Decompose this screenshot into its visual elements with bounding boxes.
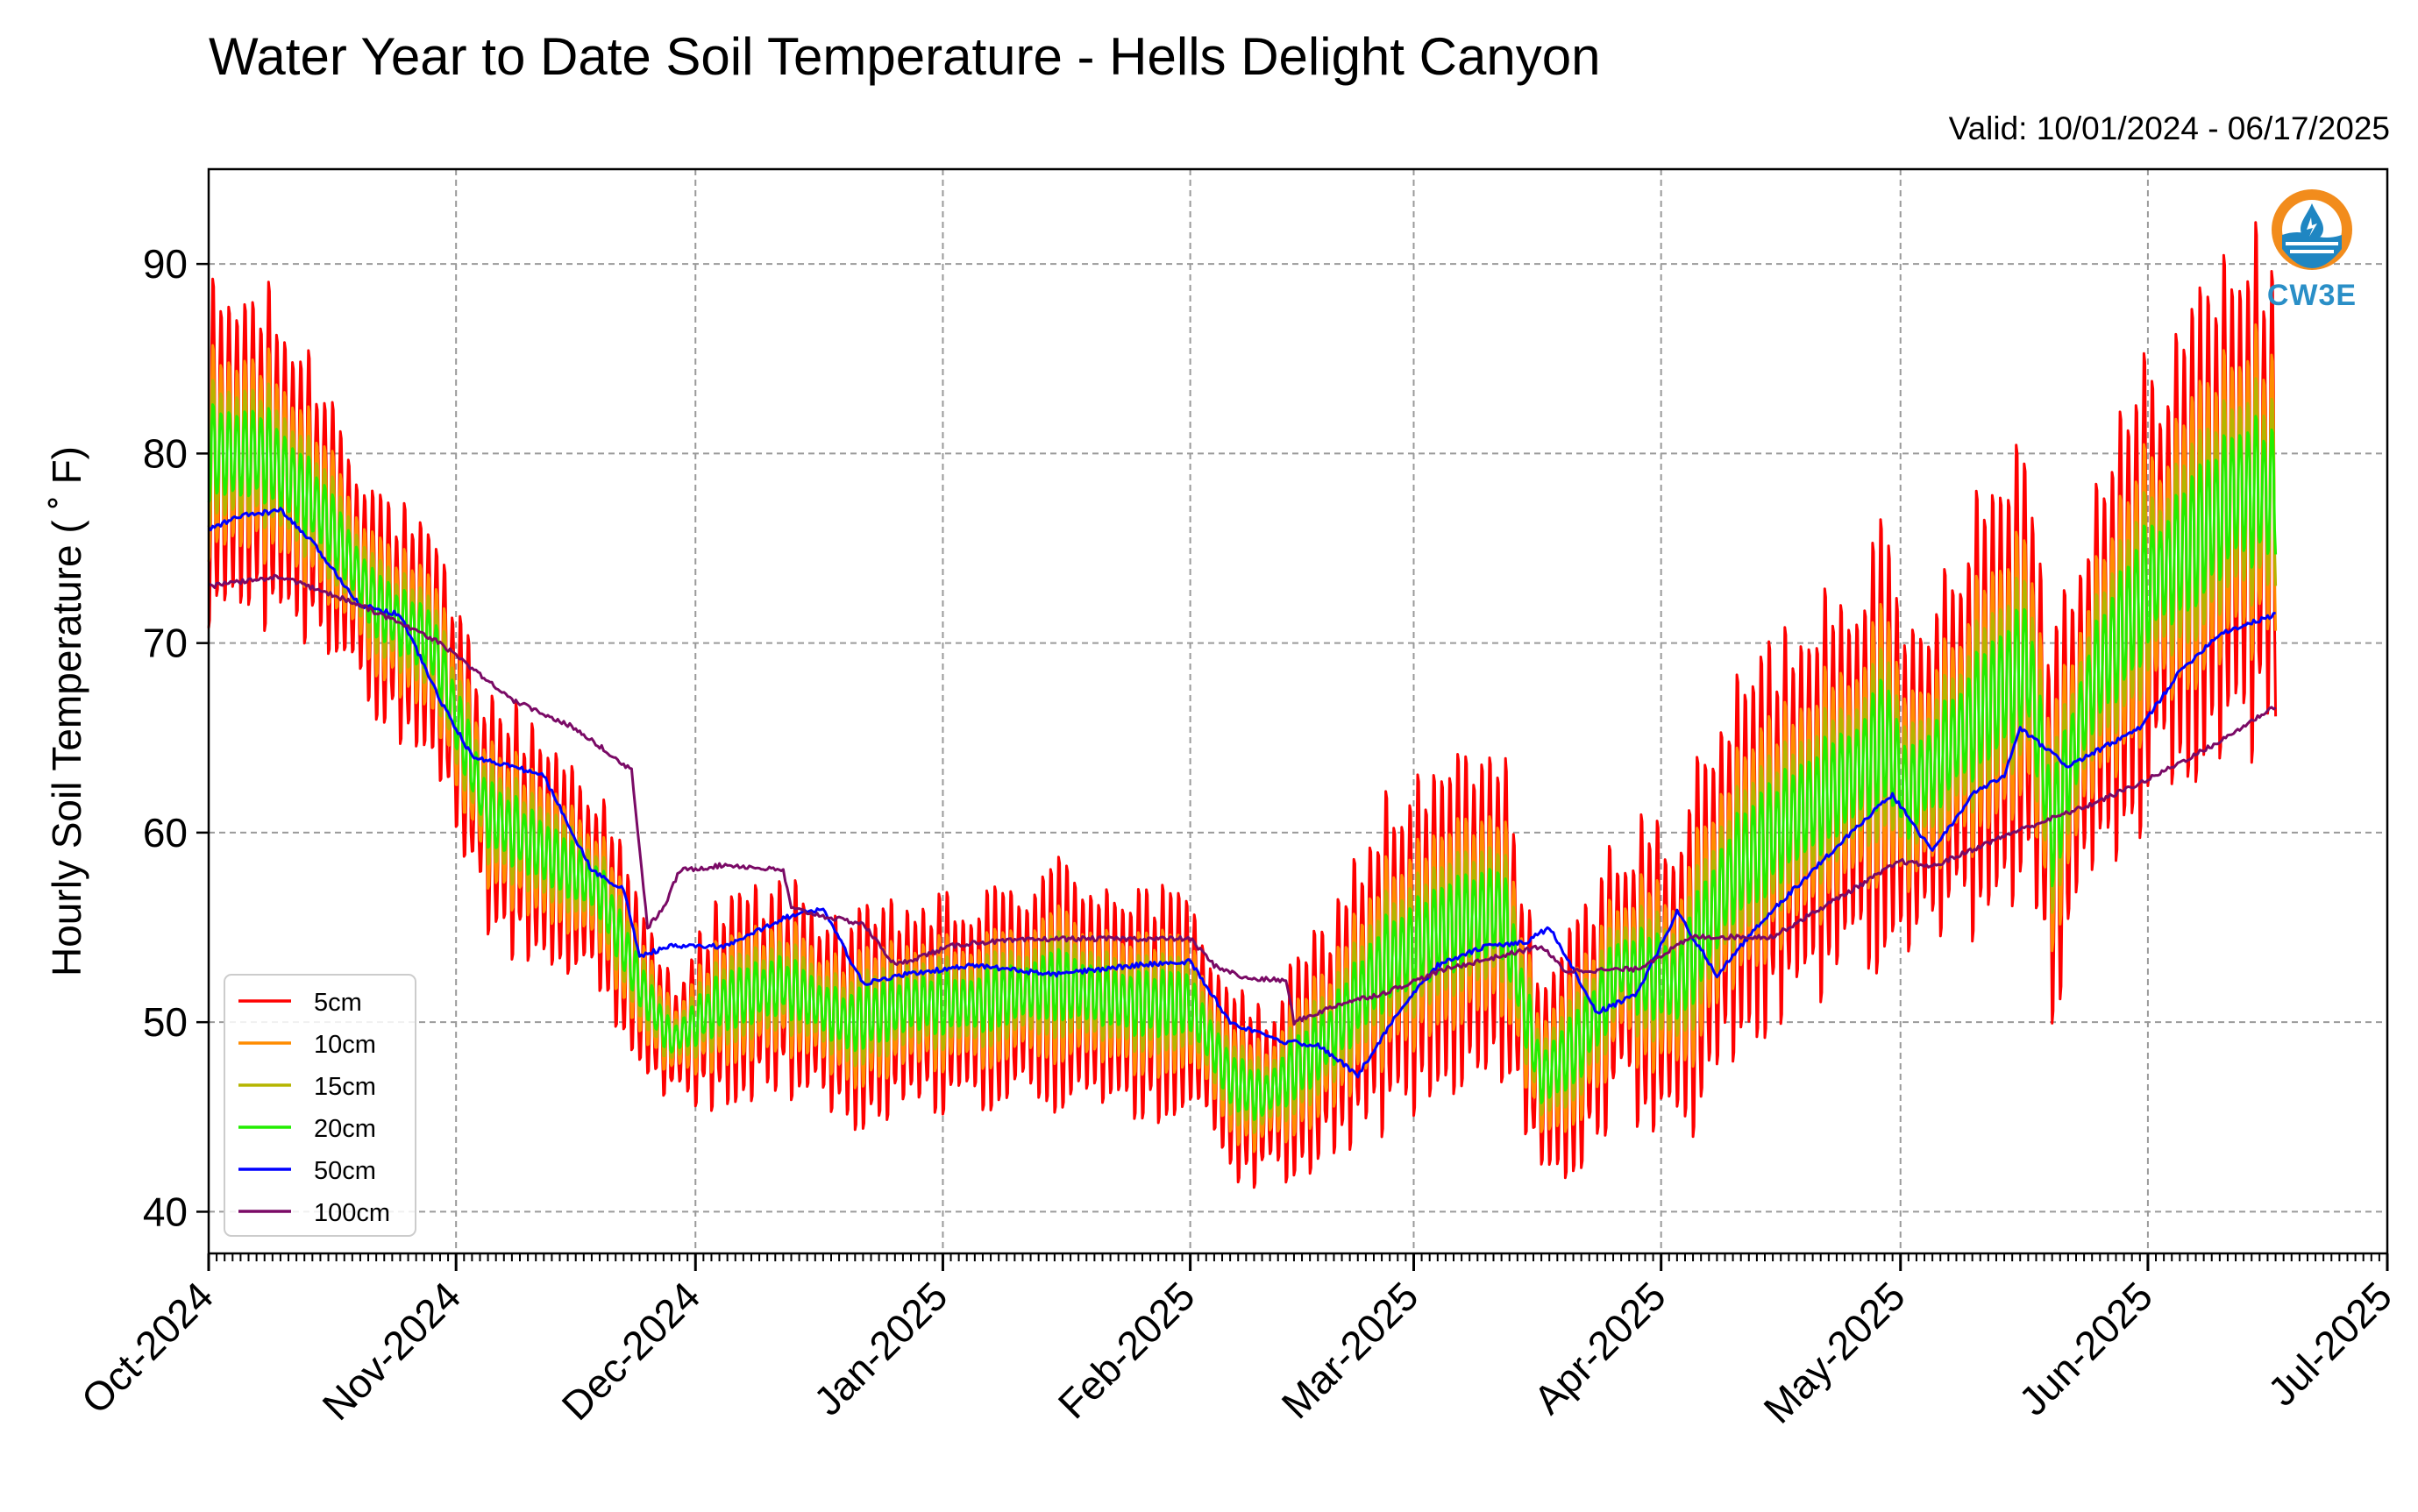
x-tick-label: Oct-2024	[73, 1273, 223, 1423]
x-tick-label: Mar-2025	[1273, 1273, 1427, 1427]
grid-layer	[208, 169, 2388, 1253]
series-line-20cm	[207, 403, 2278, 1121]
y-tick-label: 40	[143, 1189, 188, 1234]
series-line-100cm	[208, 573, 2277, 1026]
y-tick-label: 50	[143, 999, 188, 1045]
cw3e-logo: CW3E	[2255, 184, 2369, 324]
legend-label-100cm: 100cm	[314, 1199, 390, 1227]
y-tick-label: 70	[143, 621, 188, 666]
y-tick-label: 60	[143, 810, 188, 855]
logo-text: CW3E	[2266, 279, 2358, 312]
legend-label-10cm: 10cm	[314, 1031, 376, 1059]
x-tick-label: Jan-2025	[805, 1273, 956, 1423]
chart-title: Water Year to Date Soil Temperature - He…	[209, 27, 1601, 86]
legend-label-5cm: 5cm	[314, 989, 362, 1017]
chart-subtitle: Valid: 10/01/2024 - 06/17/2025	[1948, 110, 2390, 146]
legend-label-15cm: 15cm	[314, 1073, 376, 1101]
y-axis-label: Hourly Soil Temperature ( ˚ F)	[44, 446, 89, 976]
x-tick-label: Feb-2025	[1049, 1273, 1204, 1427]
legend-label-50cm: 50cm	[314, 1157, 376, 1185]
series-line-50cm	[207, 507, 2276, 1079]
x-tick-label: May-2025	[1754, 1273, 1913, 1431]
legend: 5cm 10cm 15cm 20cm 50cm 100cm	[224, 974, 416, 1237]
x-tick-label: Jun-2025	[2010, 1273, 2161, 1423]
y-tick-label: 90	[143, 241, 188, 287]
x-tick-label: Apr-2025	[1525, 1273, 1675, 1423]
plot-frame	[207, 167, 2389, 1255]
x-tick-label: Nov-2024	[313, 1273, 469, 1429]
cw3e-logo-icon	[2272, 189, 2352, 270]
x-tick-label: Dec-2024	[553, 1273, 709, 1429]
series-layer	[207, 221, 2278, 1189]
x-tick-label: Jul-2025	[2259, 1273, 2401, 1415]
y-tick-label: 80	[143, 430, 188, 476]
legend-label-20cm: 20cm	[314, 1115, 376, 1143]
